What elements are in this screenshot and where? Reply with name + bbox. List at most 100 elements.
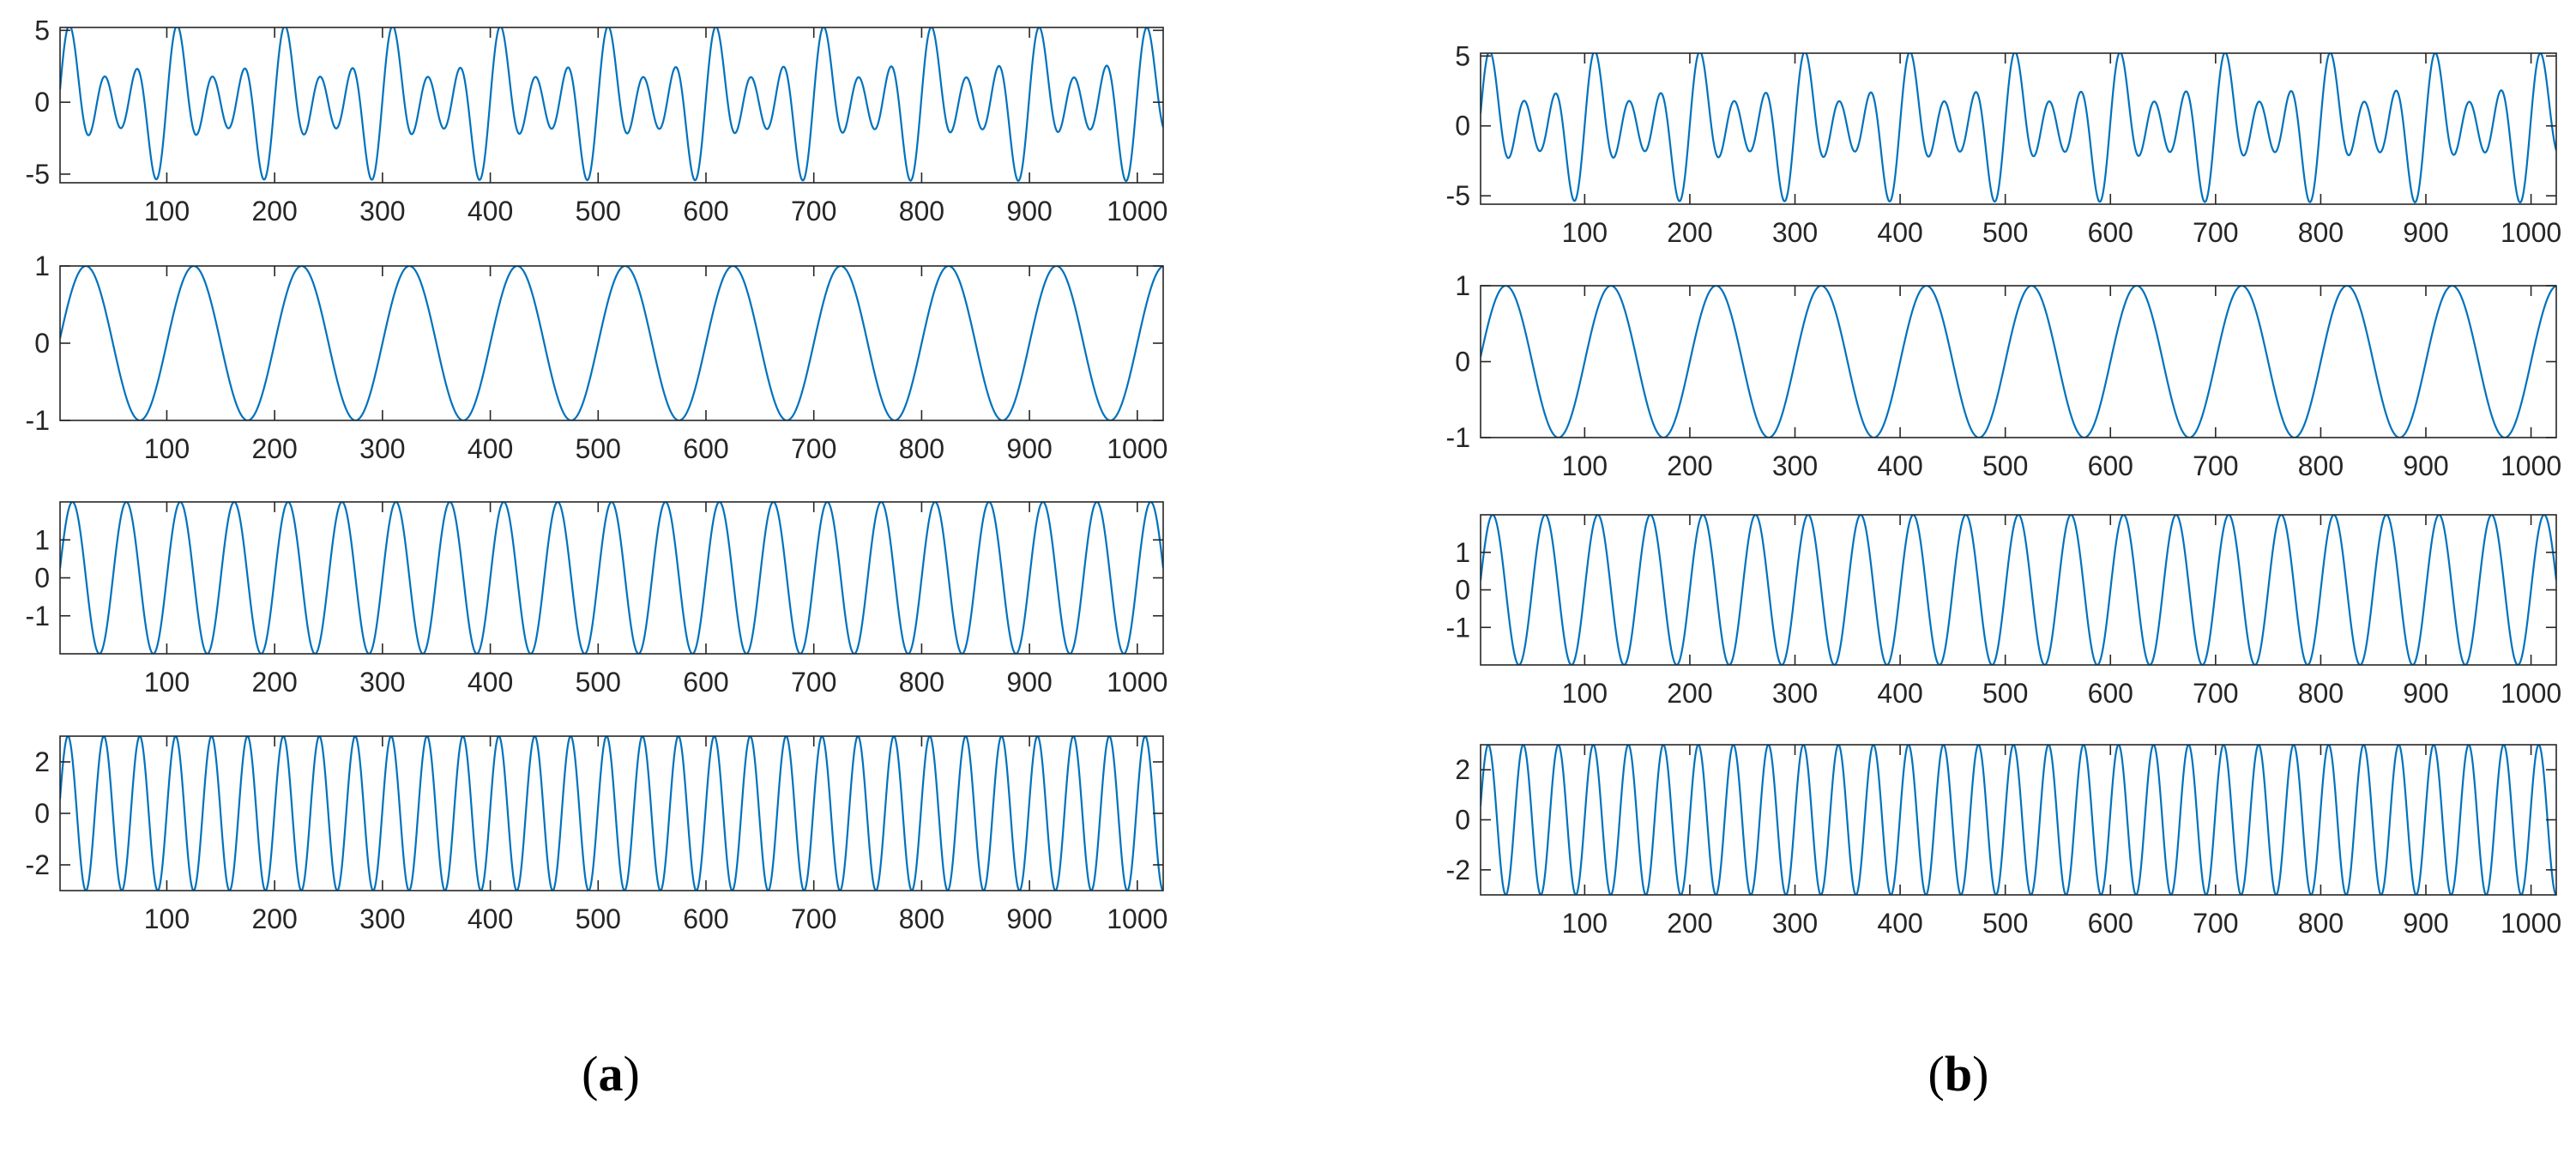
x-tick-label: 200 bbox=[251, 903, 297, 934]
x-tick-label: 700 bbox=[791, 196, 836, 227]
x-tick-label: 300 bbox=[359, 196, 405, 227]
subplot-a-2: 100 200 300 400 500 600 700 800 900 1000 -1 0 1 bbox=[26, 251, 1168, 464]
x-tick-label: 400 bbox=[468, 433, 513, 464]
y-tick-label: -1 bbox=[26, 601, 50, 631]
panel-a-caption: (a) bbox=[525, 1045, 697, 1103]
series-line bbox=[60, 502, 1163, 654]
x-tick-label: 800 bbox=[2298, 908, 2344, 939]
x-tick-label: 600 bbox=[683, 903, 728, 934]
x-tick-label: 100 bbox=[1562, 217, 1608, 248]
x-tick-label: 1000 bbox=[1107, 667, 1167, 698]
y-tick-label: -2 bbox=[1446, 855, 1470, 885]
x-tick-label: 500 bbox=[576, 667, 621, 698]
x-tick-label: 700 bbox=[2193, 678, 2238, 709]
x-tick-label: 600 bbox=[683, 196, 728, 227]
caption-open-paren: ( bbox=[1927, 1046, 1945, 1102]
y-tick-label: 1 bbox=[34, 251, 50, 281]
axes-frame bbox=[59, 501, 1164, 655]
caption-close-paren: ) bbox=[623, 1046, 640, 1102]
subplot-b-1: 100 200 300 400 500 600 700 800 900 1000 -5 0 5 bbox=[1446, 40, 2562, 248]
x-tick-label: 300 bbox=[1772, 217, 1818, 248]
x-tick-label: 100 bbox=[144, 196, 190, 227]
y-tick-label: 2 bbox=[34, 746, 50, 777]
y-tick-label: 0 bbox=[34, 798, 50, 829]
x-tick-label: 700 bbox=[2193, 217, 2238, 248]
x-tick-label: 1000 bbox=[1107, 433, 1167, 464]
y-tick-label: -5 bbox=[26, 159, 50, 190]
y-tick-label: 5 bbox=[1455, 40, 1470, 71]
y-tick-label: -2 bbox=[26, 849, 50, 880]
x-tick-label: 100 bbox=[144, 433, 190, 464]
axes-frame bbox=[59, 27, 1164, 184]
x-tick-label: 500 bbox=[1982, 217, 2028, 248]
series-line bbox=[1481, 745, 2556, 895]
x-tick-label: 600 bbox=[683, 667, 728, 698]
x-tick-label: 800 bbox=[899, 667, 944, 698]
x-tick-label: 900 bbox=[2403, 678, 2448, 709]
x-tick-label: 900 bbox=[2403, 450, 2448, 481]
caption-letter-a: a bbox=[598, 1046, 624, 1102]
y-tick-label: 1 bbox=[34, 524, 50, 555]
x-tick-label: 400 bbox=[468, 667, 513, 698]
x-tick-label: 500 bbox=[1982, 678, 2028, 709]
x-tick-label: 200 bbox=[1667, 450, 1712, 481]
x-tick-label: 600 bbox=[2088, 450, 2133, 481]
x-tick-label: 600 bbox=[2088, 908, 2133, 939]
x-tick-label: 300 bbox=[1772, 678, 1818, 709]
y-tick-label: 0 bbox=[34, 328, 50, 359]
series-line bbox=[1481, 515, 2556, 665]
x-tick-label: 100 bbox=[1562, 450, 1608, 481]
x-tick-label: 300 bbox=[359, 903, 405, 934]
y-tick-label: -1 bbox=[1446, 612, 1470, 643]
x-tick-label: 100 bbox=[144, 667, 190, 698]
x-tick-label: 800 bbox=[2298, 450, 2344, 481]
subplot-a-1: 100 200 300 400 500 600 700 800 900 1000 -5 0 5 bbox=[26, 15, 1168, 227]
x-tick-label: 200 bbox=[1667, 678, 1712, 709]
x-tick-label: 1000 bbox=[1107, 196, 1167, 227]
y-tick-label: 1 bbox=[1455, 270, 1470, 301]
subplot-a-4: 100 200 300 400 500 600 700 800 900 1000 -2 0 2 bbox=[26, 735, 1167, 934]
x-tick-label: 1000 bbox=[1107, 903, 1167, 934]
series-line bbox=[1481, 53, 2556, 204]
x-tick-label: 500 bbox=[576, 903, 621, 934]
series-line bbox=[60, 736, 1163, 891]
y-tick-label: 0 bbox=[1455, 347, 1470, 378]
x-tick-label: 1000 bbox=[2501, 678, 2561, 709]
x-tick-label: 800 bbox=[899, 903, 944, 934]
caption-open-paren: ( bbox=[582, 1046, 599, 1102]
series-line bbox=[60, 266, 1163, 420]
subplot-b-3: 100 200 300 400 500 600 700 800 900 1000 -1 0 1 bbox=[1446, 514, 2561, 709]
y-tick-label: -1 bbox=[1446, 422, 1470, 453]
x-tick-label: 500 bbox=[576, 433, 621, 464]
x-tick-label: 1000 bbox=[2501, 908, 2561, 939]
series-line bbox=[1481, 286, 2556, 438]
x-tick-label: 600 bbox=[683, 433, 728, 464]
caption-close-paren: ) bbox=[1972, 1046, 1989, 1102]
y-tick-label: 5 bbox=[34, 15, 50, 45]
x-tick-label: 800 bbox=[2298, 217, 2344, 248]
x-tick-label: 300 bbox=[359, 433, 405, 464]
x-tick-label: 800 bbox=[899, 433, 944, 464]
y-tick-label: 2 bbox=[1455, 754, 1470, 785]
x-tick-label: 300 bbox=[359, 667, 405, 698]
x-tick-label: 200 bbox=[1667, 217, 1712, 248]
x-tick-label: 900 bbox=[2403, 908, 2448, 939]
x-tick-label: 400 bbox=[1877, 908, 1922, 939]
x-tick-label: 900 bbox=[2403, 217, 2448, 248]
y-tick-label: 0 bbox=[1455, 805, 1470, 836]
x-tick-label: 600 bbox=[2088, 678, 2133, 709]
x-tick-label: 400 bbox=[1877, 217, 1922, 248]
y-tick-label: 1 bbox=[1455, 537, 1470, 568]
y-tick-label: -5 bbox=[1446, 180, 1470, 211]
x-tick-label: 800 bbox=[2298, 678, 2344, 709]
x-tick-label: 700 bbox=[2193, 450, 2238, 481]
y-tick-label: 0 bbox=[1455, 111, 1470, 142]
x-tick-label: 700 bbox=[791, 903, 836, 934]
x-tick-label: 400 bbox=[468, 903, 513, 934]
x-tick-label: 100 bbox=[1562, 678, 1608, 709]
x-tick-label: 100 bbox=[144, 903, 190, 934]
x-tick-label: 700 bbox=[791, 433, 836, 464]
